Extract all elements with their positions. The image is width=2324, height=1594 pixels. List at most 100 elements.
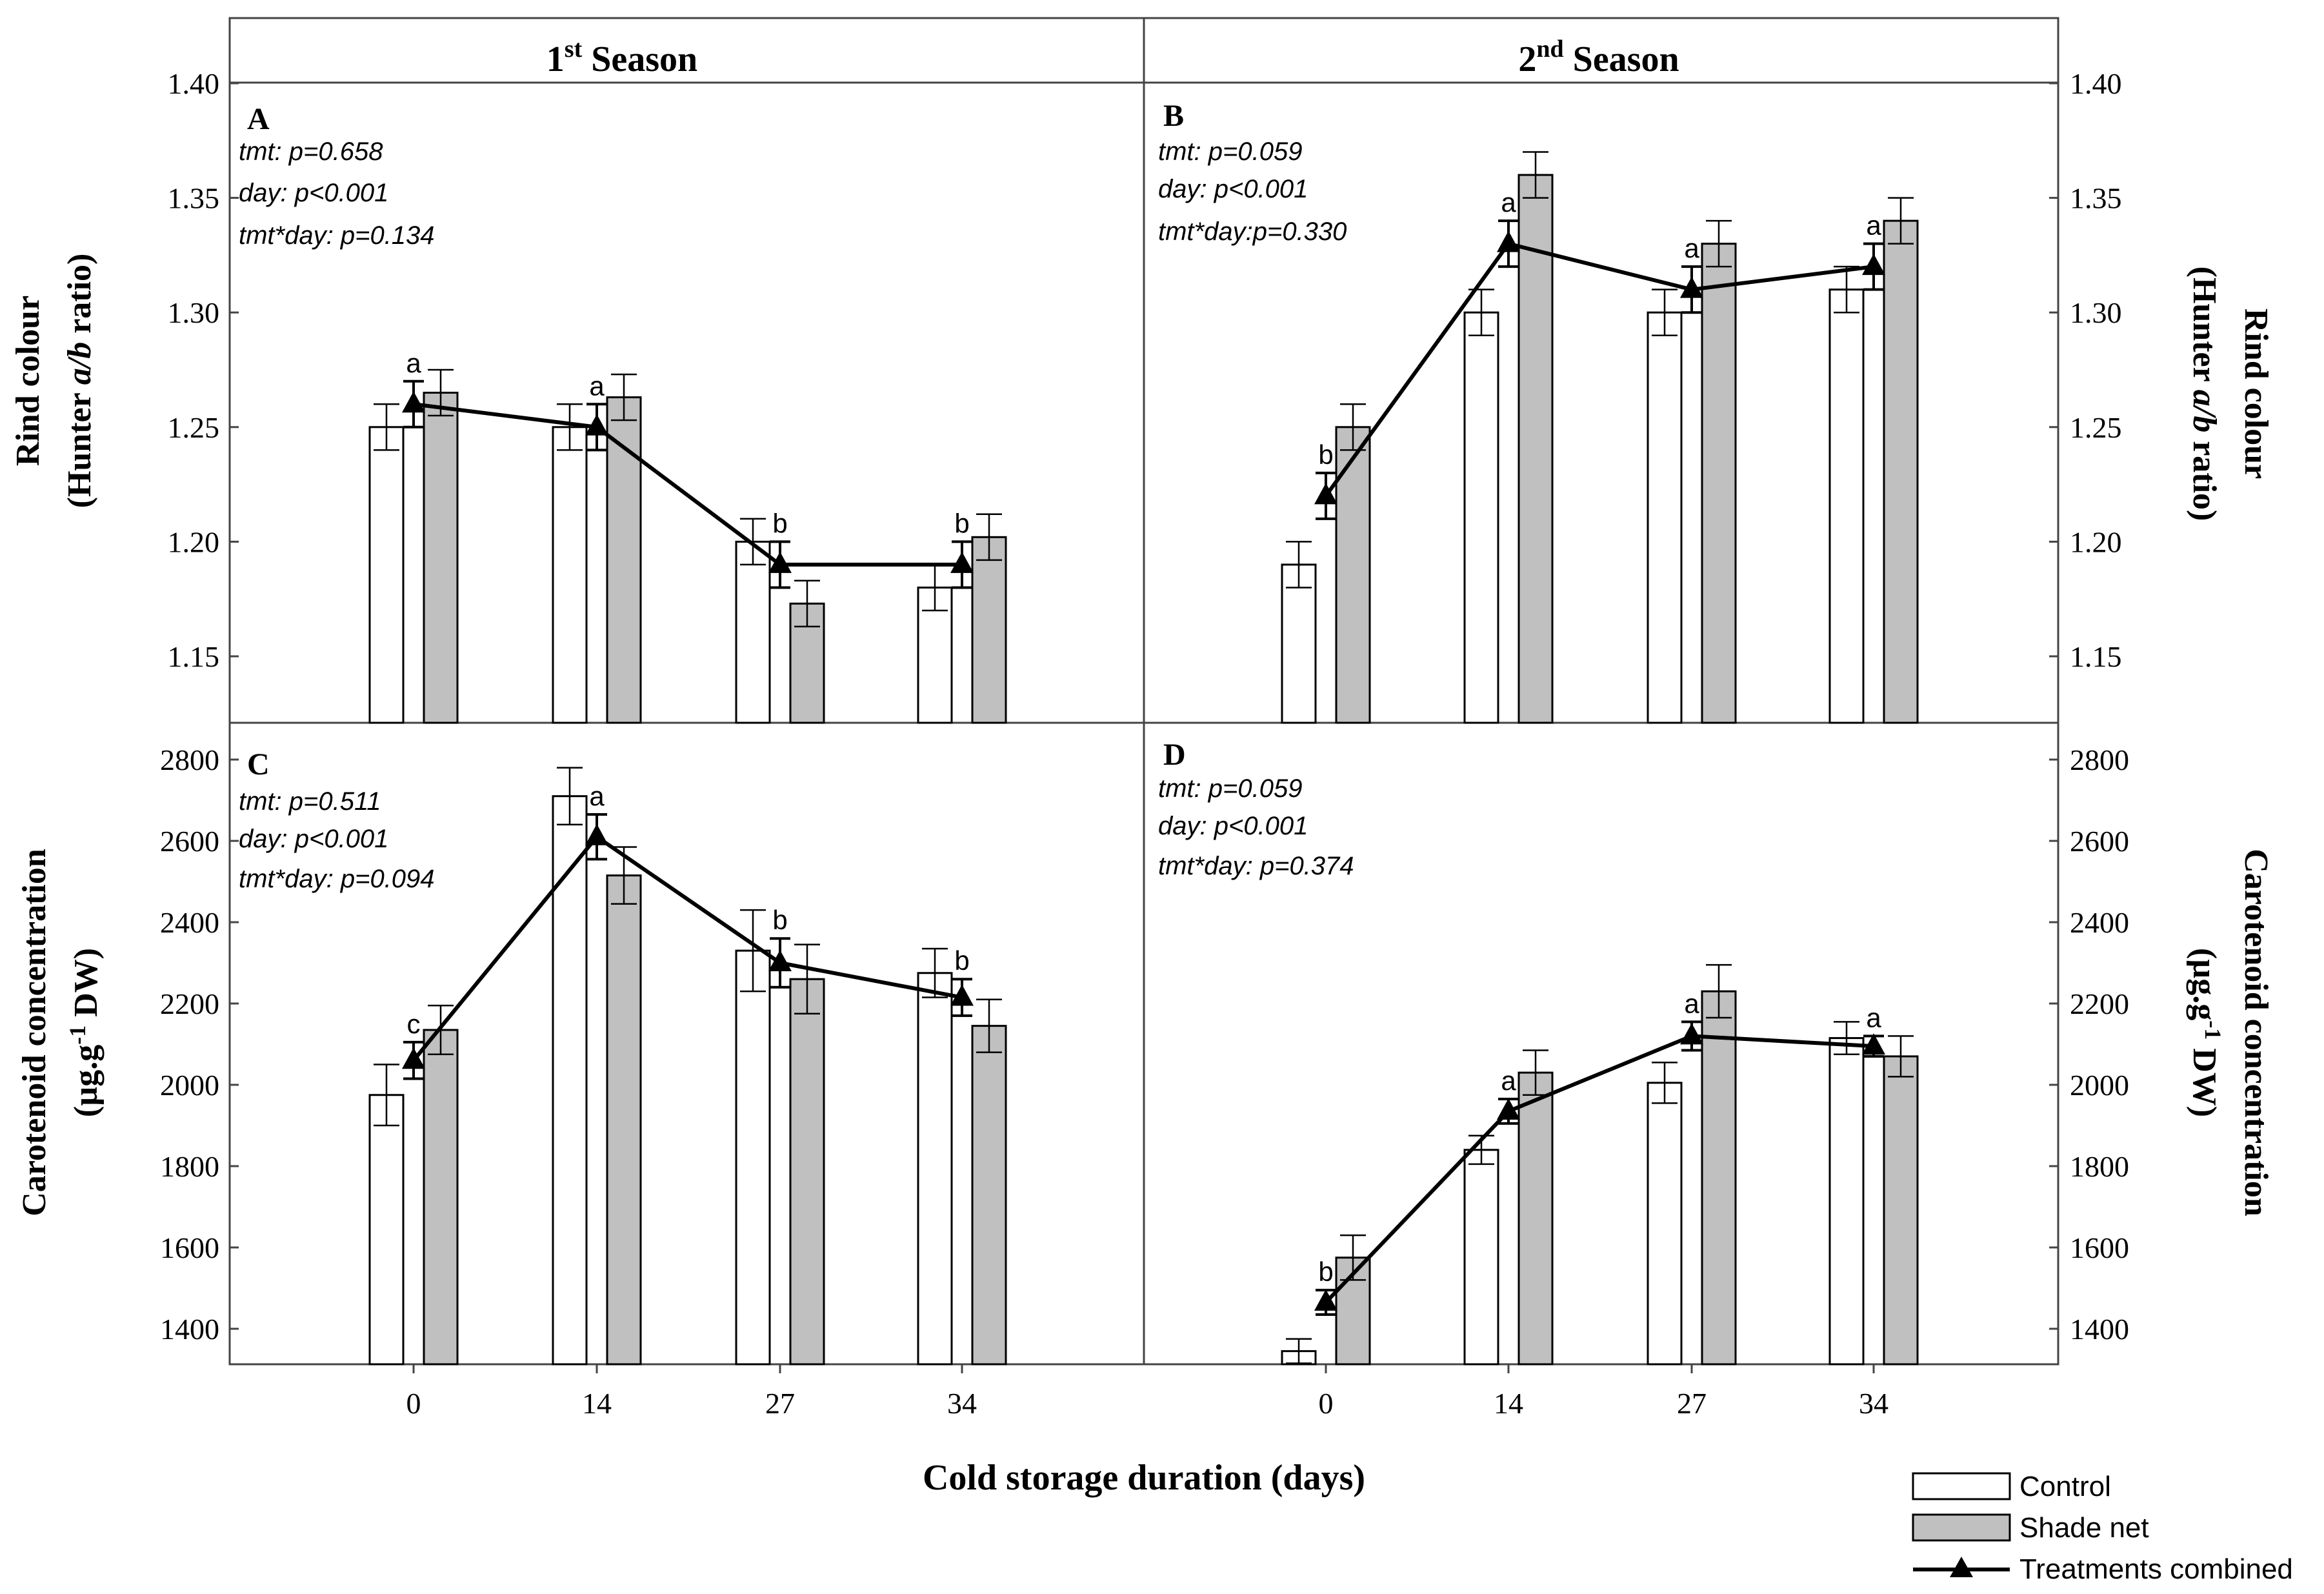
significance-letter: b: [954, 508, 969, 538]
bar-shade-net: [1518, 1071, 1554, 1366]
y-tick-label: 2800: [160, 743, 219, 776]
y-tick-label: 1.40: [168, 67, 220, 100]
x-tick-label: 0: [1319, 1387, 1334, 1420]
carot-left-line2: (µg.g-1 DW): [65, 948, 105, 1117]
bar-control: [735, 949, 771, 1366]
combined-marker: [1680, 276, 1703, 298]
panel-letter: B: [1163, 99, 1184, 133]
y-tick-label: 1.20: [2070, 525, 2122, 558]
significance-letter: a: [406, 348, 421, 378]
y-tick-label: 1800: [160, 1150, 219, 1183]
bar-control: [917, 972, 953, 1366]
y-tick-label: 1.30: [2070, 296, 2122, 329]
bar-shade-net: [789, 978, 825, 1366]
x-axis-ticks: 0 14 27 34 0 14 27 34: [406, 1364, 1888, 1420]
legend-swatch-shade-net: [1912, 1513, 2011, 1542]
y-tick-label: 2600: [2070, 825, 2129, 858]
bar-control: [735, 540, 771, 724]
bar-control: [1828, 1037, 1865, 1366]
significance-letter: c: [407, 1009, 421, 1039]
bar-shade-net: [606, 874, 642, 1366]
y-tick-label: 1600: [160, 1231, 219, 1264]
y-tick-label: 1.15: [2070, 640, 2122, 673]
significance-letter: a: [1866, 1002, 1881, 1033]
x-tick-label: 14: [582, 1387, 612, 1420]
season-header-1: 1st Season: [546, 35, 697, 79]
bar-shade-net: [971, 1025, 1007, 1366]
y-tick-label: 1800: [2070, 1150, 2129, 1183]
rind-right-line2: (Hunter a/b ratio): [2186, 267, 2223, 521]
combined-marker: [585, 823, 608, 845]
stat-text: tmt: p=0.059: [1158, 774, 1302, 803]
legend-label-shade-net: Shade net: [2019, 1512, 2149, 1544]
y-tick-label: 1400: [160, 1313, 219, 1346]
bar-control: [368, 426, 405, 724]
significance-letter: b: [772, 508, 787, 538]
y-tick-label: 1.30: [168, 296, 220, 329]
plot-frames: [228, 17, 2059, 1366]
stat-text: tmt*day:p=0.330: [1158, 217, 1347, 246]
bar-control: [1647, 311, 1683, 724]
combined-marker: [1497, 1098, 1520, 1120]
y-tick-label: 1600: [2070, 1231, 2129, 1264]
bar-shade-net: [1518, 174, 1554, 724]
combined-marker: [1497, 230, 1520, 252]
combined-marker: [1314, 483, 1337, 505]
combined-line: [412, 834, 963, 1062]
combined-marker: [1862, 254, 1885, 276]
significance-letter: b: [772, 905, 787, 935]
combined-marker: [402, 1047, 425, 1069]
x-tick-label: 34: [1859, 1387, 1888, 1420]
bar-control: [552, 795, 588, 1366]
carot-left-line1: Carotenoid concentration: [16, 849, 53, 1216]
bar-control: [1828, 288, 1865, 724]
stat-text: day: p<0.001: [1158, 175, 1308, 203]
bar-shade-net: [606, 396, 642, 724]
y-tick-label: 1400: [2070, 1313, 2129, 1346]
y-tick-label: 1.40: [2070, 67, 2122, 100]
legend-triangle-combined: [1950, 1557, 1973, 1577]
y-tick-label: 2600: [160, 825, 219, 858]
stat-text: day: p<0.001: [239, 179, 388, 207]
bar-control: [368, 1094, 405, 1366]
y-axis-label-rind-right: Rind colour (Hunter a/b ratio): [2186, 267, 2274, 521]
stat-text: tmt*day: p=0.094: [239, 865, 435, 893]
bar-control: [1647, 1082, 1683, 1366]
combined-marker: [768, 950, 792, 971]
bar-control: [552, 426, 588, 724]
significance-letter: a: [1501, 187, 1516, 217]
significance-letter: a: [589, 370, 605, 401]
legend: Control Shade net Treatments combined: [1912, 1471, 2293, 1585]
significance-letter: a: [1866, 210, 1881, 241]
y-tick-label: 1.25: [168, 411, 220, 444]
x-tick-label: 34: [947, 1387, 977, 1420]
y-tick-label: 1.25: [2070, 411, 2122, 444]
y-tick-label: 2000: [160, 1069, 219, 1102]
panel-letter: A: [247, 102, 270, 136]
y-axis-label-carot-left: Carotenoid concentration (µg.g-1 DW): [16, 849, 105, 1216]
combined-marker: [950, 551, 974, 573]
y-tick-label: 2000: [2070, 1069, 2129, 1102]
legend-label-control: Control: [2019, 1471, 2111, 1502]
panel-letter: D: [1163, 738, 1186, 772]
legend-swatch-control: [1912, 1472, 2011, 1500]
significance-letter: a: [1684, 988, 1699, 1018]
combined-marker: [402, 391, 425, 413]
combined-marker: [1314, 1289, 1337, 1311]
bar-shade-net: [1883, 1055, 1919, 1366]
carot-right-line1: Carotenoid concentration: [2238, 849, 2274, 1216]
rind-left-line1: Rind colour: [10, 296, 46, 466]
y-tick-label: 2200: [2070, 987, 2129, 1020]
bar-shade-net: [1883, 219, 1919, 724]
bar-control: [1463, 1149, 1499, 1366]
panel-letter: C: [247, 747, 270, 782]
rind-left-line2: (Hunter a/b ratio): [61, 254, 98, 509]
combined-marker: [585, 414, 608, 436]
bar-shade-net: [423, 392, 459, 724]
stat-text: tmt: p=0.059: [1158, 137, 1302, 166]
